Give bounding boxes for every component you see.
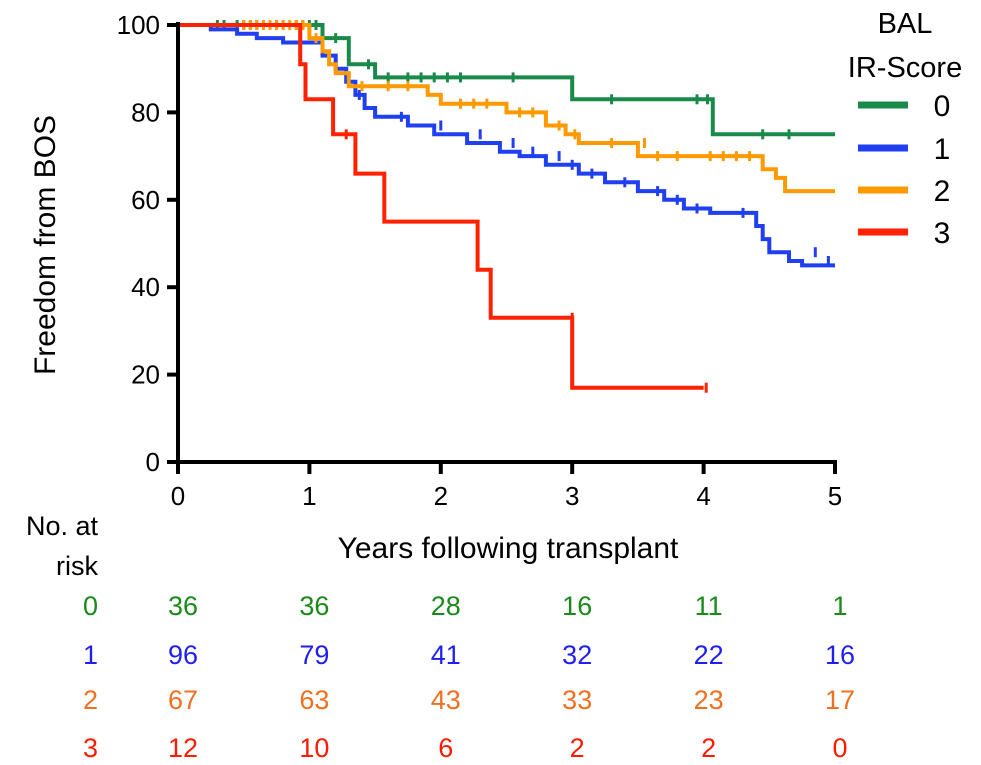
legend-label-0: 0 (934, 90, 951, 123)
x-tick-label: 5 (828, 481, 842, 511)
x-tick-label: 3 (565, 481, 579, 511)
risk-row-label: 0 (83, 591, 98, 621)
legend-label-3: 3 (934, 217, 951, 250)
risk-row-label: 3 (83, 733, 98, 763)
x-tick-label: 1 (302, 481, 316, 511)
risk-count: 79 (299, 640, 329, 670)
risk-count: 0 (832, 733, 847, 763)
risk-count: 16 (825, 640, 855, 670)
risk-count: 96 (168, 640, 198, 670)
axes (176, 22, 837, 464)
risk-header-line-2: risk (56, 551, 98, 581)
risk-count: 67 (168, 685, 198, 715)
x-tick-label: 4 (696, 481, 710, 511)
risk-count: 33 (562, 685, 592, 715)
legend-title-line-2: IR-Score (848, 52, 962, 84)
risk-count: 2 (570, 733, 585, 763)
y-tick-label: 80 (131, 97, 160, 127)
risk-count: 32 (562, 640, 592, 670)
legend: BAL IR-Score 0 1 2 3 (848, 8, 962, 250)
risk-count: 43 (431, 685, 461, 715)
x-tick-label: 0 (171, 481, 185, 511)
y-tick-label: 100 (117, 10, 160, 40)
y-tick-label: 0 (146, 447, 160, 477)
risk-count: 23 (694, 685, 724, 715)
legend-label-2: 2 (934, 175, 951, 208)
series-line-3 (178, 23, 704, 390)
risk-count: 2 (701, 733, 716, 763)
series-line-0 (178, 23, 835, 137)
risk-count: 36 (299, 591, 329, 621)
risk-count: 16 (562, 591, 592, 621)
risk-count: 36 (168, 591, 198, 621)
y-axis-title: Freedom from BOS (29, 115, 62, 375)
x-axis-title: Years following transplant (338, 532, 679, 565)
risk-count: 11 (695, 591, 723, 621)
risk-table: No. at risk 0 36 36 28 16 11 11 96 79 41 32 22 162 67… (26, 511, 855, 763)
risk-count: 10 (299, 733, 329, 763)
risk-row-label: 1 (83, 640, 98, 670)
risk-count: 17 (825, 685, 855, 715)
legend-title-line-1: BAL (878, 8, 933, 40)
risk-count: 1 (832, 591, 847, 621)
y-tick-label: 20 (131, 360, 160, 390)
series-line-2 (178, 23, 835, 194)
risk-count: 22 (694, 640, 724, 670)
series-line-1 (178, 23, 835, 268)
risk-header-line-1: No. at (26, 511, 99, 541)
x-tick-label: 2 (434, 481, 448, 511)
y-tick-label: 40 (131, 272, 160, 302)
risk-row-label: 2 (83, 685, 98, 715)
y-tick-label: 60 (131, 185, 160, 215)
risk-count: 63 (299, 685, 329, 715)
ticks: 0 20 40 60 80 100 0 1 2 3 4 5 (117, 10, 843, 511)
risk-count: 41 (431, 640, 461, 670)
risk-count: 12 (168, 733, 198, 763)
risk-count: 28 (431, 591, 461, 621)
series-layer (178, 20, 835, 393)
risk-count: 6 (438, 733, 453, 763)
legend-label-1: 1 (934, 133, 951, 166)
